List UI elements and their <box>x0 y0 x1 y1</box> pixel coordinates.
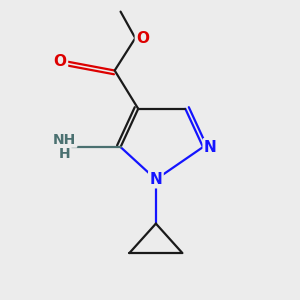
Text: O: O <box>54 54 67 69</box>
Text: N: N <box>149 172 162 187</box>
Text: H: H <box>59 147 70 161</box>
Text: N: N <box>204 140 217 154</box>
Text: NH: NH <box>53 133 76 147</box>
Text: O: O <box>136 31 149 46</box>
